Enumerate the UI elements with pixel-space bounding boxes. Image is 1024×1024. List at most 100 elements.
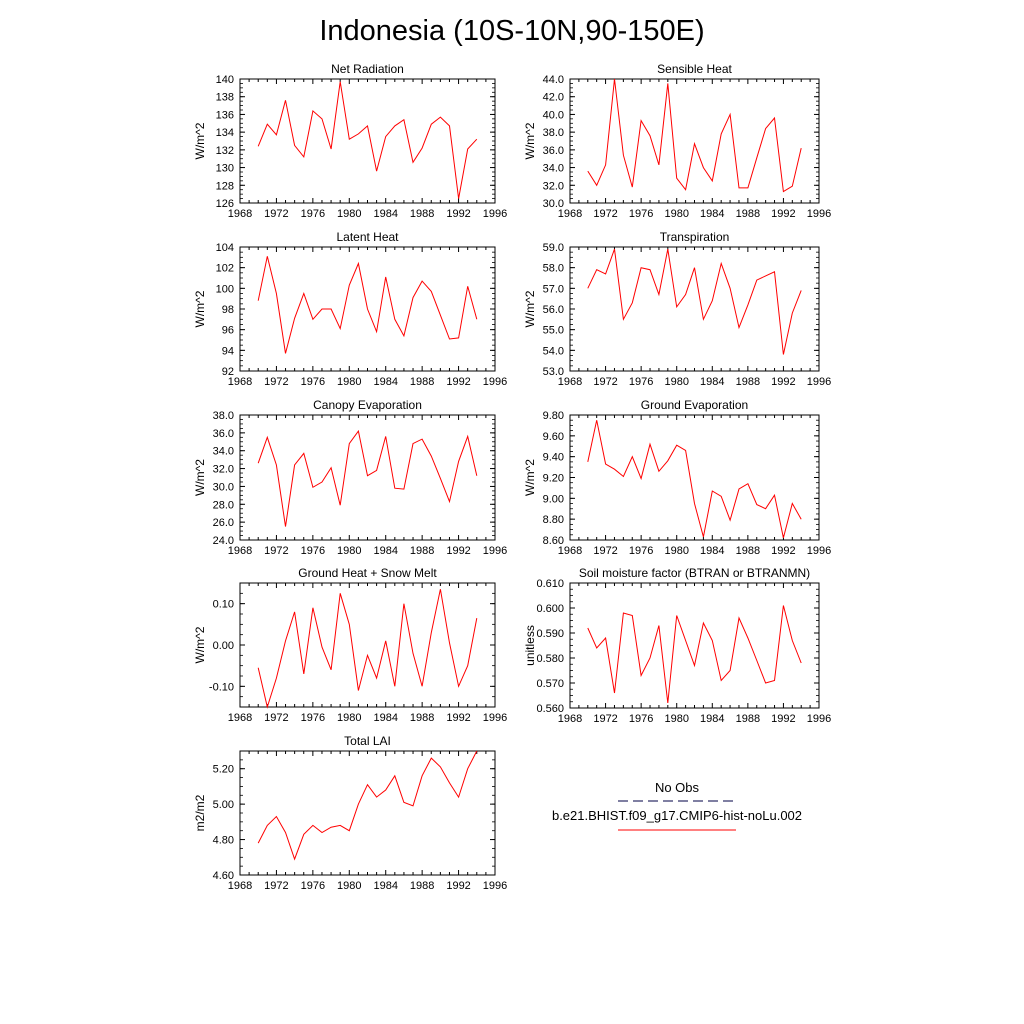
panel-title: Latent Heat: [336, 230, 399, 244]
y-tick-label: 9.80: [543, 410, 564, 422]
y-axis-label: W/m^2: [523, 290, 537, 327]
y-tick-label: 9.20: [543, 473, 564, 485]
x-tick-label: 1992: [446, 376, 470, 388]
x-tick-label: 1972: [264, 376, 288, 388]
y-tick-label: 128: [216, 180, 234, 192]
y-tick-label: 42.0: [543, 92, 564, 104]
x-tick-label: 1976: [629, 545, 653, 557]
y-tick-label: 0.560: [536, 703, 564, 715]
x-tick-label: 1972: [264, 545, 288, 557]
y-tick-label: 24.0: [213, 535, 234, 547]
x-tick-label: 1996: [483, 376, 507, 388]
y-tick-label: 28.0: [213, 499, 234, 511]
plot-frame: [569, 78, 820, 204]
x-tick-label: 1984: [373, 208, 397, 220]
x-tick-label: 1992: [446, 545, 470, 557]
y-tick-label: 57.0: [543, 283, 564, 295]
plot-frame: [569, 246, 820, 372]
y-axis-label: unitless: [523, 625, 537, 666]
plot-frame: [569, 582, 820, 709]
x-tick-label: 1984: [700, 545, 724, 557]
x-tick-label: 1992: [771, 376, 795, 388]
y-tick-label: 4.80: [213, 835, 234, 847]
panel-4: Transpiration W/m^2 1968 1972 1976 1980 1984 19…: [523, 230, 831, 388]
series-line: [257, 589, 478, 709]
x-tick-label: 1988: [410, 208, 434, 220]
x-tick-label: 1980: [337, 712, 361, 724]
x-tick-label: 1992: [446, 208, 470, 220]
panel-5: Canopy Evaporation W/m^2 1968 1972 1976 1980 1…: [193, 398, 507, 557]
panel-3: Latent Heat W/m^2 1968 1972 1976 1980 1984 1988…: [193, 230, 507, 388]
x-tick-label: 1980: [337, 208, 361, 220]
x-tick-label: 1992: [771, 208, 795, 220]
y-tick-label: 30.0: [543, 198, 564, 210]
panel-title: Transpiration: [660, 230, 730, 244]
y-tick-label: 102: [216, 263, 234, 275]
x-tick-label: 1972: [593, 376, 617, 388]
x-tick-label: 1980: [664, 376, 688, 388]
x-tick-label: 1984: [373, 880, 397, 892]
y-tick-label: 32.0: [543, 180, 564, 192]
y-tick-label: 0.580: [536, 653, 564, 665]
y-tick-label: 136: [216, 109, 234, 121]
y-tick-label: 0.570: [536, 678, 564, 690]
x-tick-label: 1980: [664, 713, 688, 725]
x-tick-label: 1976: [301, 208, 325, 220]
x-tick-label: 1972: [264, 208, 288, 220]
y-tick-label: 134: [216, 127, 234, 139]
y-axis-label: W/m^2: [523, 122, 537, 159]
y-tick-label: 98: [222, 304, 234, 316]
plot-frame: [239, 582, 496, 708]
y-tick-label: 126: [216, 198, 234, 210]
x-tick-label: 1996: [483, 545, 507, 557]
x-tick-label: 1976: [301, 376, 325, 388]
figure-title: Indonesia (10S-10N,90-150E): [319, 15, 704, 47]
x-tick-label: 1988: [736, 376, 760, 388]
x-tick-label: 1984: [700, 208, 724, 220]
panel-title: Sensible Heat: [657, 62, 732, 76]
y-tick-label: 0.00: [213, 640, 234, 652]
y-tick-label: 38.0: [543, 127, 564, 139]
x-tick-label: 1976: [629, 376, 653, 388]
x-tick-label: 1976: [301, 545, 325, 557]
y-tick-label: 56.0: [543, 304, 564, 316]
y-tick-label: 5.00: [213, 799, 234, 811]
y-tick-label: 9.40: [543, 452, 564, 464]
panel-8: Soil moisture factor (BTRAN or BTRANMN) u…: [523, 566, 831, 725]
series-line: [587, 605, 802, 704]
panel-9: Total LAI m2/m2 1968 1972 1976 1980 1984 1988 19…: [193, 734, 507, 892]
x-tick-label: 1992: [446, 712, 470, 724]
y-axis-label: W/m^2: [193, 290, 207, 327]
y-tick-label: 44.0: [543, 74, 564, 86]
x-tick-label: 1976: [629, 713, 653, 725]
y-tick-label: 140: [216, 74, 234, 86]
x-tick-label: 1976: [301, 880, 325, 892]
x-tick-label: 1984: [373, 712, 397, 724]
series-line: [257, 750, 478, 861]
x-tick-label: 1976: [301, 712, 325, 724]
y-tick-label: 34.0: [543, 163, 564, 175]
x-tick-label: 1972: [593, 713, 617, 725]
series-line: [257, 81, 478, 199]
y-axis-label: W/m^2: [193, 626, 207, 663]
series-line: [587, 78, 802, 193]
x-tick-label: 1996: [807, 545, 831, 557]
x-tick-label: 1968: [558, 376, 582, 388]
y-tick-label: 130: [216, 163, 234, 175]
x-tick-label: 1996: [807, 376, 831, 388]
y-tick-label: 34.0: [213, 446, 234, 458]
y-tick-label: 94: [222, 345, 234, 357]
y-tick-label: 36.0: [213, 428, 234, 440]
plot-frame: [569, 414, 820, 541]
y-tick-label: 36.0: [543, 145, 564, 157]
x-tick-label: 1988: [410, 545, 434, 557]
y-tick-label: 40.0: [543, 109, 564, 121]
x-tick-label: 1972: [264, 712, 288, 724]
x-tick-label: 1980: [337, 545, 361, 557]
x-tick-label: 1980: [664, 208, 688, 220]
plot-frame: [239, 750, 496, 876]
y-tick-label: 92: [222, 366, 234, 378]
x-tick-label: 1968: [558, 208, 582, 220]
y-tick-label: 55.0: [543, 325, 564, 337]
y-axis-label: W/m^2: [193, 459, 207, 496]
